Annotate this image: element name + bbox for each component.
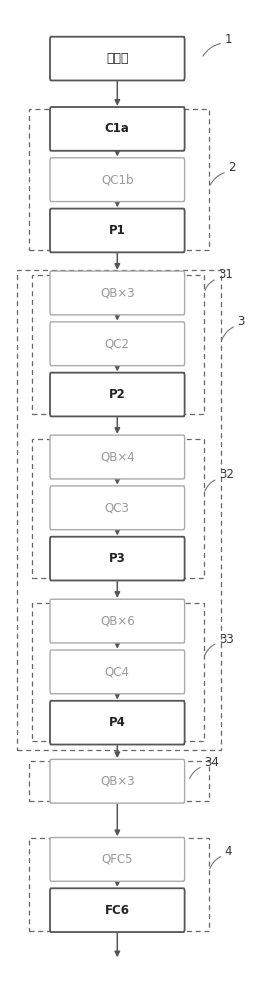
Text: 2: 2 — [227, 161, 235, 174]
Text: QC3: QC3 — [104, 501, 129, 514]
Text: 输入层: 输入层 — [106, 52, 128, 65]
Text: 32: 32 — [218, 468, 233, 482]
Text: FC6: FC6 — [104, 904, 129, 917]
FancyBboxPatch shape — [50, 322, 184, 366]
Bar — [32, 603, 203, 741]
Text: P3: P3 — [108, 552, 125, 565]
FancyBboxPatch shape — [50, 650, 184, 694]
FancyBboxPatch shape — [50, 537, 184, 580]
Text: QC2: QC2 — [104, 337, 129, 350]
Text: P1: P1 — [108, 224, 125, 237]
FancyBboxPatch shape — [50, 37, 184, 80]
FancyBboxPatch shape — [50, 759, 184, 803]
Bar — [29, 109, 208, 250]
Text: 33: 33 — [218, 633, 233, 646]
Text: 34: 34 — [203, 756, 218, 769]
FancyBboxPatch shape — [50, 209, 184, 252]
FancyBboxPatch shape — [50, 435, 184, 479]
Bar — [32, 439, 203, 578]
FancyBboxPatch shape — [50, 486, 184, 530]
Bar — [32, 275, 203, 414]
Text: QC1b: QC1b — [101, 173, 133, 186]
Text: P2: P2 — [108, 388, 125, 401]
Text: 4: 4 — [224, 845, 231, 858]
Text: QB×3: QB×3 — [100, 286, 134, 299]
Text: QB×3: QB×3 — [100, 775, 134, 788]
Text: C1a: C1a — [104, 122, 129, 135]
FancyBboxPatch shape — [50, 701, 184, 745]
FancyBboxPatch shape — [50, 158, 184, 202]
FancyBboxPatch shape — [50, 271, 184, 315]
FancyBboxPatch shape — [50, 107, 184, 151]
Text: QB×6: QB×6 — [100, 615, 134, 628]
FancyBboxPatch shape — [50, 888, 184, 932]
Bar — [29, 761, 208, 801]
Text: 1: 1 — [224, 33, 231, 46]
FancyBboxPatch shape — [50, 838, 184, 881]
Text: QC4: QC4 — [104, 665, 129, 678]
FancyBboxPatch shape — [50, 373, 184, 416]
Text: 3: 3 — [236, 315, 244, 328]
Bar — [29, 838, 208, 931]
Bar — [17, 270, 220, 750]
Text: QFC5: QFC5 — [101, 853, 133, 866]
Text: P4: P4 — [108, 716, 125, 729]
Text: QB×4: QB×4 — [100, 451, 134, 464]
Text: 31: 31 — [217, 268, 232, 282]
FancyBboxPatch shape — [50, 599, 184, 643]
